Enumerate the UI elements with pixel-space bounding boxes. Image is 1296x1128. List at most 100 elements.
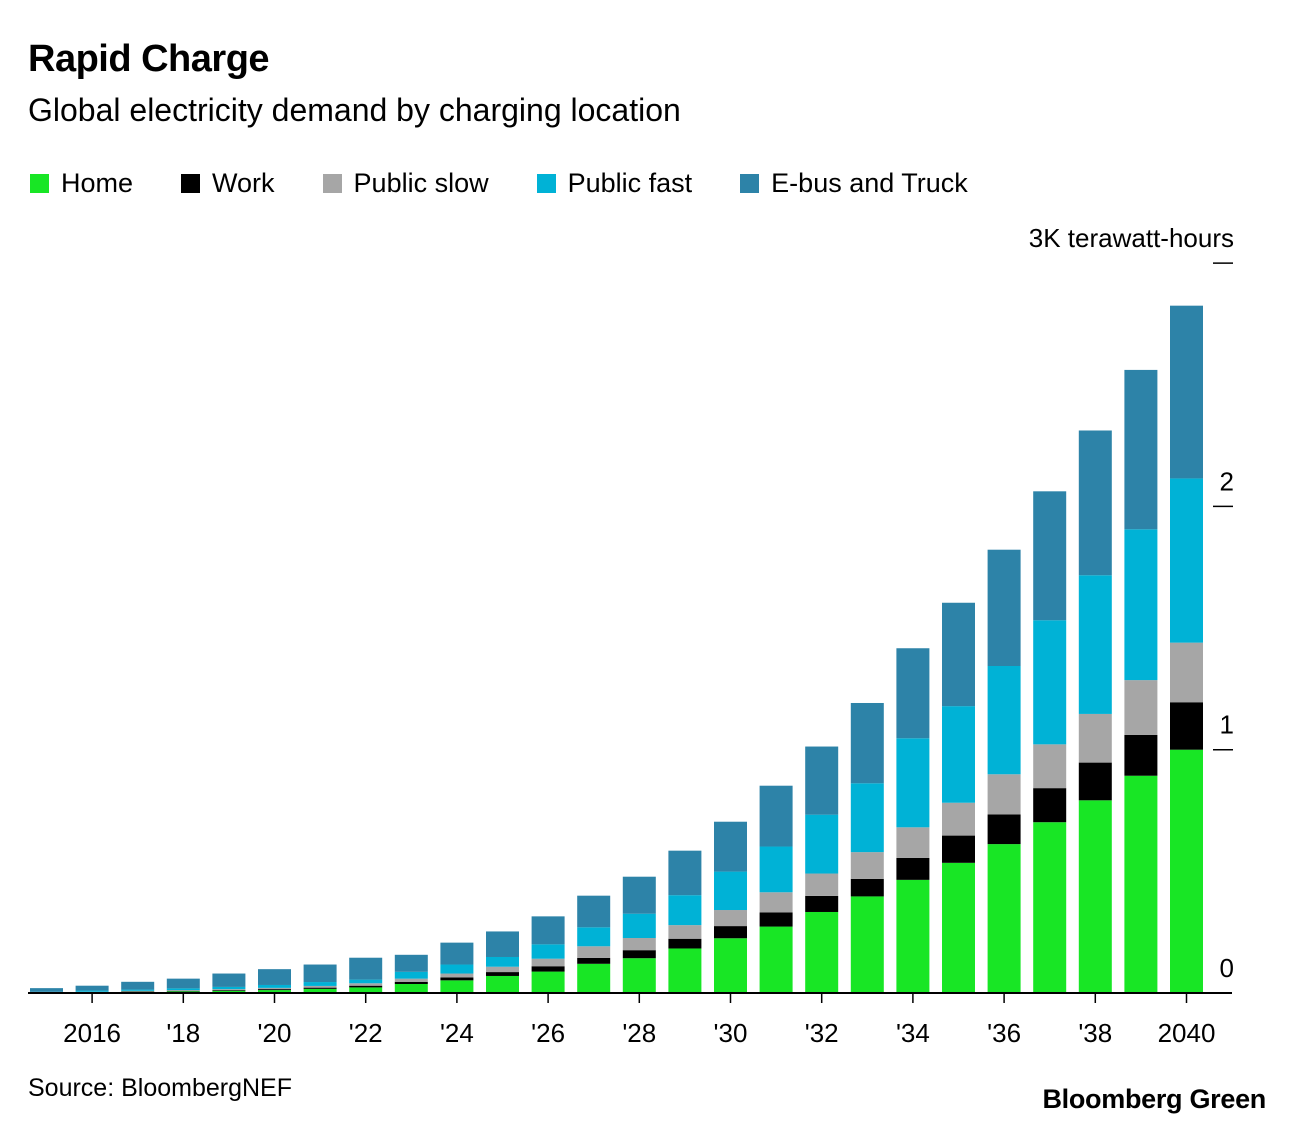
bar-public-fast-2024 <box>440 964 474 974</box>
bar-home-2020 <box>258 990 291 993</box>
bar-e-bus-and-truck-2034 <box>896 648 930 739</box>
chart-subtitle: Global electricity demand by charging lo… <box>28 92 681 128</box>
legend-item-public-slow: Public slow <box>322 168 489 199</box>
bar-e-bus-and-truck-2015 <box>30 988 63 992</box>
bar-public-fast-2020 <box>258 984 291 988</box>
bar-e-bus-and-truck-2024 <box>440 942 474 965</box>
bar-e-bus-and-truck-2021 <box>303 964 337 983</box>
x-tick-label-2032: '32 <box>805 1018 839 1048</box>
legend-item-home: Home <box>30 168 133 199</box>
legend-label-ebus-truck: E-bus and Truck <box>771 168 968 198</box>
bar-e-bus-and-truck-2033 <box>850 702 884 784</box>
x-tick-label-2018: '18 <box>166 1018 200 1048</box>
bar-public-slow-2040 <box>1170 642 1203 703</box>
bar-public-slow-2038 <box>1078 713 1112 763</box>
bar-public-fast-2016 <box>75 990 109 992</box>
bar-public-fast-2023 <box>394 971 428 979</box>
bar-e-bus-and-truck-2035 <box>942 602 975 707</box>
x-tick-label-2016: 2016 <box>63 1018 121 1048</box>
bar-e-bus-and-truck-2028 <box>622 876 656 914</box>
bar-e-bus-and-truck-2027 <box>577 895 611 928</box>
x-tick-label-2036: '36 <box>987 1018 1021 1048</box>
x-tick-label-2024: '24 <box>440 1018 474 1048</box>
bar-public-slow-2023 <box>394 978 428 982</box>
x-tick-label-2038: '38 <box>1078 1018 1112 1048</box>
legend: Home Work Public slow Public fast E-bus … <box>30 168 1016 199</box>
bar-public-slow-2025 <box>486 966 519 973</box>
bar-work-2028 <box>622 950 656 959</box>
bar-public-fast-2037 <box>1033 620 1067 745</box>
legend-swatch-public-fast <box>536 174 556 193</box>
bar-e-bus-and-truck-2017 <box>121 981 155 990</box>
bar-home-2032 <box>805 911 839 993</box>
bar-work-2024 <box>440 977 474 981</box>
bar-public-fast-2033 <box>850 783 884 853</box>
x-tick-label-2026: '26 <box>531 1018 565 1048</box>
bar-e-bus-and-truck-2037 <box>1033 491 1067 621</box>
legend-swatch-home <box>30 174 49 193</box>
bar-work-2023 <box>394 981 428 984</box>
bar-work-2038 <box>1078 762 1112 801</box>
bar-public-slow-2022 <box>349 983 383 986</box>
bar-public-slow-2031 <box>759 892 793 913</box>
bar-home-2026 <box>531 971 565 993</box>
legend-item-public-fast: Public fast <box>536 168 692 199</box>
bar-public-slow-2018 <box>166 990 200 991</box>
x-tick-label-2040: 2040 <box>1158 1018 1216 1048</box>
legend-item-work: Work <box>181 168 275 199</box>
bar-public-slow-2039 <box>1124 680 1158 735</box>
bar-home-2034 <box>896 879 930 993</box>
bar-e-bus-and-truck-2032 <box>805 746 839 815</box>
bar-public-fast-2028 <box>622 913 656 939</box>
source-note: Source: BloombergNEF <box>28 1074 293 1102</box>
bar-public-slow-2029 <box>668 925 702 939</box>
bar-home-2031 <box>759 926 793 993</box>
legend-swatch-public-slow <box>322 174 342 193</box>
bar-e-bus-and-truck-2038 <box>1078 430 1112 576</box>
bar-public-slow-2027 <box>577 946 611 958</box>
bar-public-fast-2027 <box>577 927 611 947</box>
bar-e-bus-and-truck-2020 <box>258 969 291 985</box>
bar-work-2032 <box>805 895 839 912</box>
bar-e-bus-and-truck-2029 <box>668 850 702 896</box>
bar-work-2035 <box>942 835 975 863</box>
bar-public-slow-2030 <box>714 910 747 927</box>
bar-work-2031 <box>759 912 793 927</box>
bar-work-2020 <box>258 989 291 991</box>
bar-public-fast-2019 <box>212 986 246 990</box>
bar-public-fast-2040 <box>1170 478 1203 643</box>
legend-item-ebus-truck: E-bus and Truck <box>740 168 968 199</box>
bar-home-2030 <box>714 938 747 993</box>
bar-public-fast-2018 <box>166 988 200 991</box>
bar-e-bus-and-truck-2031 <box>759 785 793 847</box>
brand-logo-text: Bloomberg Green <box>1042 1084 1266 1114</box>
bar-public-slow-2021 <box>303 985 337 988</box>
bar-work-2027 <box>577 957 611 964</box>
bar-public-fast-2034 <box>896 738 930 828</box>
bar-public-slow-2020 <box>258 987 291 990</box>
bar-public-fast-2017 <box>121 989 155 991</box>
bar-work-2036 <box>987 814 1021 845</box>
bar-home-2035 <box>942 862 975 993</box>
bar-public-slow-2026 <box>531 958 565 967</box>
bar-e-bus-and-truck-2025 <box>486 931 519 957</box>
bar-home-2025 <box>486 975 519 993</box>
y-tick-label-3000: 3K terawatt-hours <box>1029 223 1234 253</box>
bar-e-bus-and-truck-2040 <box>1170 305 1203 479</box>
bar-work-2034 <box>896 857 930 880</box>
bar-public-fast-2021 <box>303 982 337 986</box>
bar-home-2029 <box>668 948 702 993</box>
bar-public-fast-2029 <box>668 895 702 926</box>
bar-public-slow-2028 <box>622 938 656 951</box>
bar-home-2019 <box>212 990 246 993</box>
bar-public-fast-2031 <box>759 846 793 893</box>
bar-e-bus-and-truck-2026 <box>531 916 565 945</box>
bar-public-slow-2024 <box>440 973 474 978</box>
bar-work-2040 <box>1170 702 1203 750</box>
bar-public-fast-2022 <box>349 979 383 984</box>
bar-public-slow-2037 <box>1033 744 1067 789</box>
legend-label-home: Home <box>61 168 134 198</box>
y-tick-label-1000: 1 <box>1220 710 1234 740</box>
legend-swatch-ebus-truck <box>740 174 760 193</box>
